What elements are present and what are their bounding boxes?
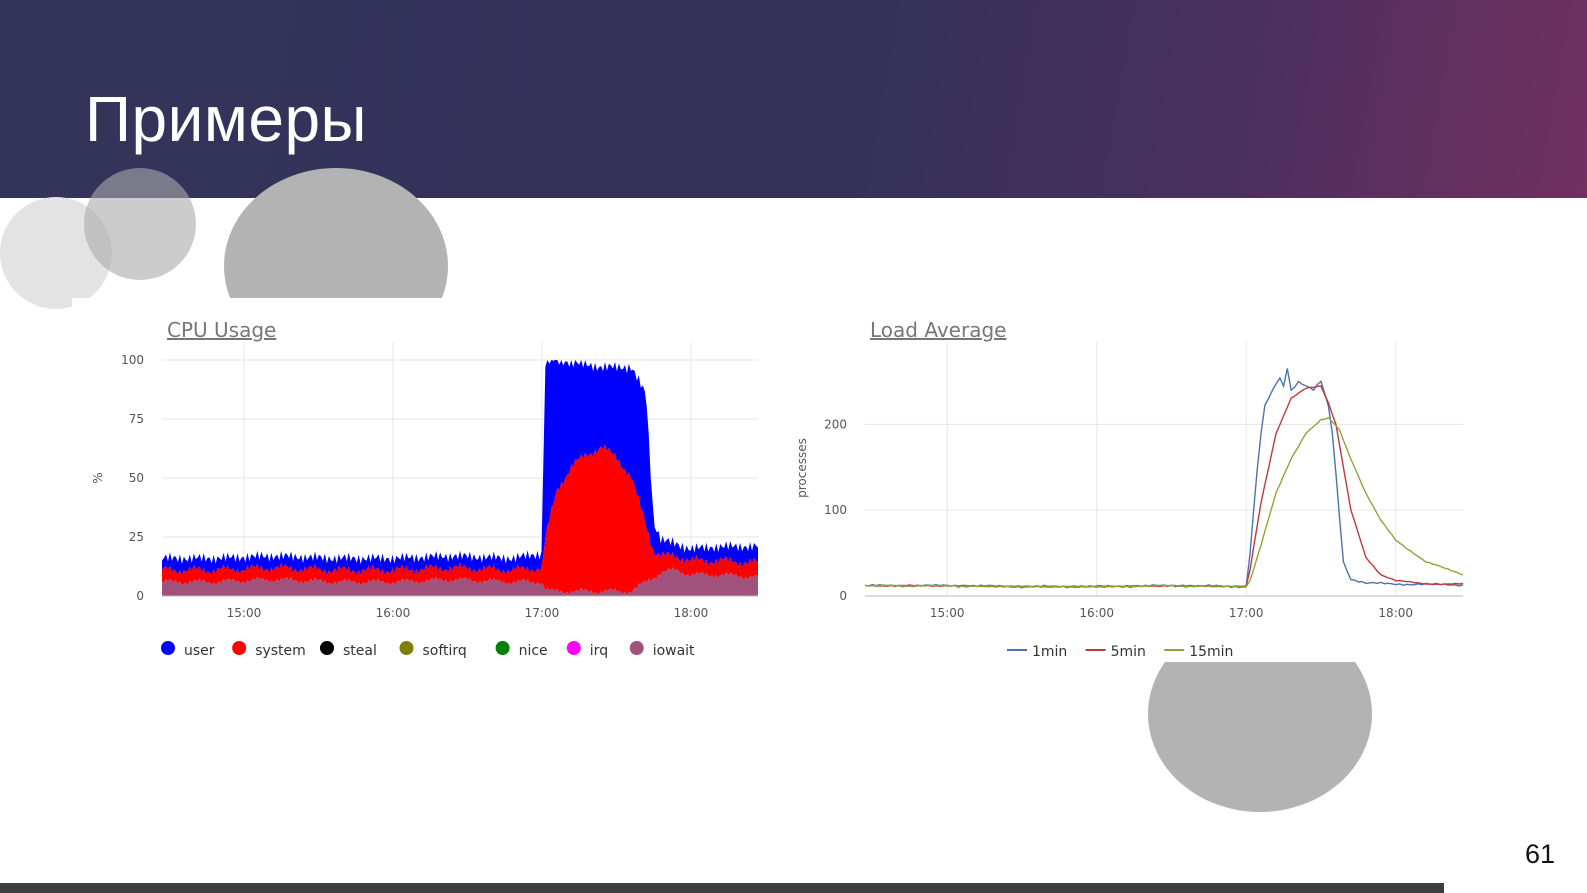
y-tick-label: 50 (129, 471, 144, 485)
y-tick-label: 25 (129, 530, 144, 544)
y-tick-label: 0 (839, 589, 847, 603)
load-average-title-link[interactable]: Load Average (870, 318, 1007, 342)
y-axis-label: processes (795, 438, 809, 498)
slide-title: Примеры (85, 83, 368, 155)
cpu-usage-panel: CPU Usage 0 25 50 75 100 15:00 16:00 17:00 18:00… (72, 298, 772, 666)
area-series-iowait (162, 567, 758, 596)
slide-header (0, 0, 1587, 198)
line-series-5min (864, 385, 1464, 588)
y-tick-label: 100 (824, 503, 847, 517)
area-series-user (162, 360, 758, 576)
x-tick-label: 18:00 (1378, 606, 1413, 620)
load-average-panel: Load Average 0 100 200 15:00 16:00 17:00 18:00… (775, 298, 1475, 662)
legend-label-5min: 5min (1111, 644, 1146, 660)
page-number: 61 (1525, 839, 1556, 869)
legend-label-system: system (255, 643, 306, 659)
legend-marker-steal (320, 641, 334, 655)
x-tick-label: 15:00 (227, 606, 262, 620)
legend-label-irq: irq (590, 643, 608, 659)
y-tick-label: 100 (121, 353, 144, 367)
cpu-usage-chart: 0 25 50 75 100 15:00 16:00 17:00 18:00% user syste… (91, 342, 758, 659)
y-tick-label: 75 (129, 412, 144, 426)
legend-marker-nice (495, 641, 510, 655)
x-tick-label: 17:00 (1229, 606, 1264, 620)
x-tick-label: 16:00 (1079, 606, 1114, 620)
legend-label-steal: steal (343, 643, 377, 659)
legend-marker-user (161, 641, 175, 655)
legend-label-1min: 1min (1032, 644, 1067, 660)
line-series-15min (864, 416, 1464, 588)
legend-label-nice: nice (519, 643, 548, 659)
legend-label-user: user (184, 643, 215, 659)
area-series-system (162, 444, 758, 595)
legend-marker-softirq (399, 641, 414, 655)
x-tick-label: 16:00 (376, 606, 411, 620)
decor-circle-medium (84, 168, 196, 280)
y-tick-label: 0 (136, 589, 144, 603)
x-tick-label: 18:00 (674, 606, 709, 620)
x-tick-label: 15:00 (930, 606, 965, 620)
cpu-usage-title-link[interactable]: CPU Usage (167, 318, 277, 342)
legend-marker-irq (566, 641, 581, 655)
legend-label-softirq: softirq (423, 643, 467, 659)
line-series-1min (864, 368, 1464, 589)
legend-marker-system (232, 641, 247, 655)
x-tick-label: 17:00 (525, 606, 560, 620)
y-axis-label: % (91, 472, 105, 483)
legend-marker-iowait (629, 641, 644, 655)
legend-label-15min: 15min (1189, 644, 1233, 660)
bottom-bar (0, 883, 1444, 893)
load-average-chart: 0 100 200 15:00 16:00 17:00 18:00 processes 1min… (795, 342, 1464, 660)
y-tick-label: 200 (824, 417, 847, 431)
legend-label-iowait: iowait (653, 643, 695, 659)
